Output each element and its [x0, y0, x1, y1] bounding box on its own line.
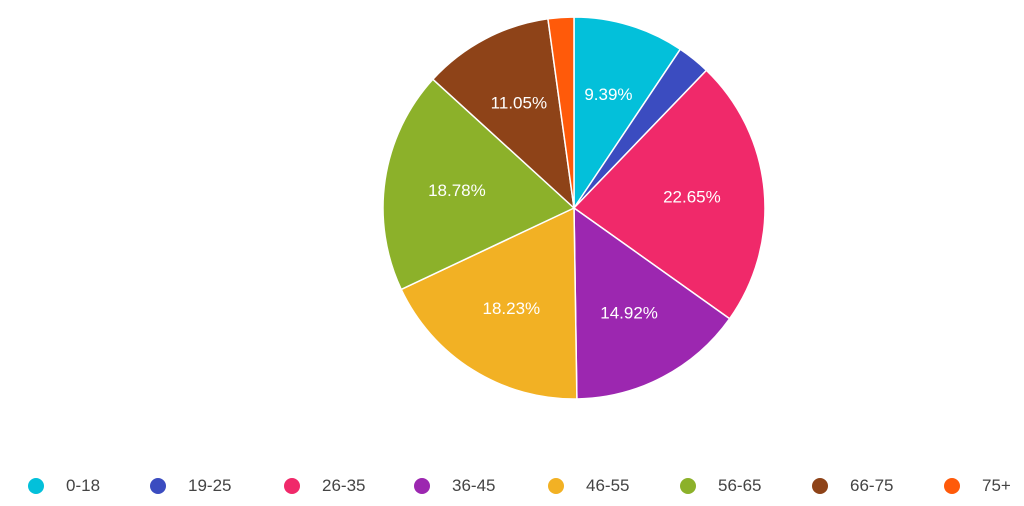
- pie-slice-0-18[interactable]: [573, 16, 682, 211]
- slice-label-36-45: 14.92%: [600, 303, 658, 322]
- chart-legend: 0-18 19-25 26-35 36-45 46-55 56-65 66-75 75+: [0, 472, 1024, 500]
- slice-label-0-18: 9.39%: [584, 85, 632, 104]
- slice-label-56-65: 18.78%: [428, 181, 486, 200]
- legend-swatch-icon: [548, 478, 564, 494]
- legend-item-0-18[interactable]: 0-18: [28, 472, 100, 500]
- legend-item-19-25[interactable]: 19-25: [150, 472, 231, 500]
- pie-slice-56-65[interactable]: [382, 78, 576, 291]
- legend-item-56-65[interactable]: 56-65: [680, 472, 761, 500]
- legend-item-46-55[interactable]: 46-55: [548, 472, 629, 500]
- pie-slice-26-35[interactable]: [572, 69, 766, 320]
- legend-swatch-icon: [944, 478, 960, 494]
- legend-item-75plus[interactable]: 75+: [944, 472, 1011, 500]
- pie-chart-svg: 9.39% 22.65% 14.92% 18.23% 18.78% 11.05%: [382, 16, 766, 400]
- slice-label-46-55: 18.23%: [482, 299, 540, 318]
- legend-item-26-35[interactable]: 26-35: [284, 472, 365, 500]
- legend-swatch-icon: [284, 478, 300, 494]
- legend-label: 56-65: [718, 476, 762, 495]
- legend-label: 36-45: [452, 476, 496, 495]
- legend-swatch-icon: [150, 478, 166, 494]
- slice-label-66-75: 11.05%: [491, 94, 547, 113]
- legend-label: 66-75: [850, 476, 894, 495]
- legend-label: 26-35: [322, 476, 366, 495]
- pie-slice-66-75[interactable]: [431, 17, 576, 210]
- legend-label: 0-18: [66, 476, 101, 495]
- legend-item-66-75[interactable]: 66-75: [812, 472, 893, 500]
- legend-label: 75+: [982, 476, 1011, 495]
- legend-label: 19-25: [188, 476, 232, 495]
- legend-swatch-icon: [812, 478, 828, 494]
- legend-item-36-45[interactable]: 36-45: [414, 472, 495, 500]
- slice-label-26-35: 22.65%: [663, 187, 721, 206]
- legend-swatch-icon: [28, 478, 44, 494]
- pie-slice-36-45[interactable]: [573, 206, 731, 400]
- legend-label: 46-55: [586, 476, 630, 495]
- legend-swatch-icon: [414, 478, 430, 494]
- pie-slice-75plus[interactable]: [547, 16, 575, 209]
- legend-swatch-icon: [680, 478, 696, 494]
- pie-slice-46-55[interactable]: [400, 206, 578, 400]
